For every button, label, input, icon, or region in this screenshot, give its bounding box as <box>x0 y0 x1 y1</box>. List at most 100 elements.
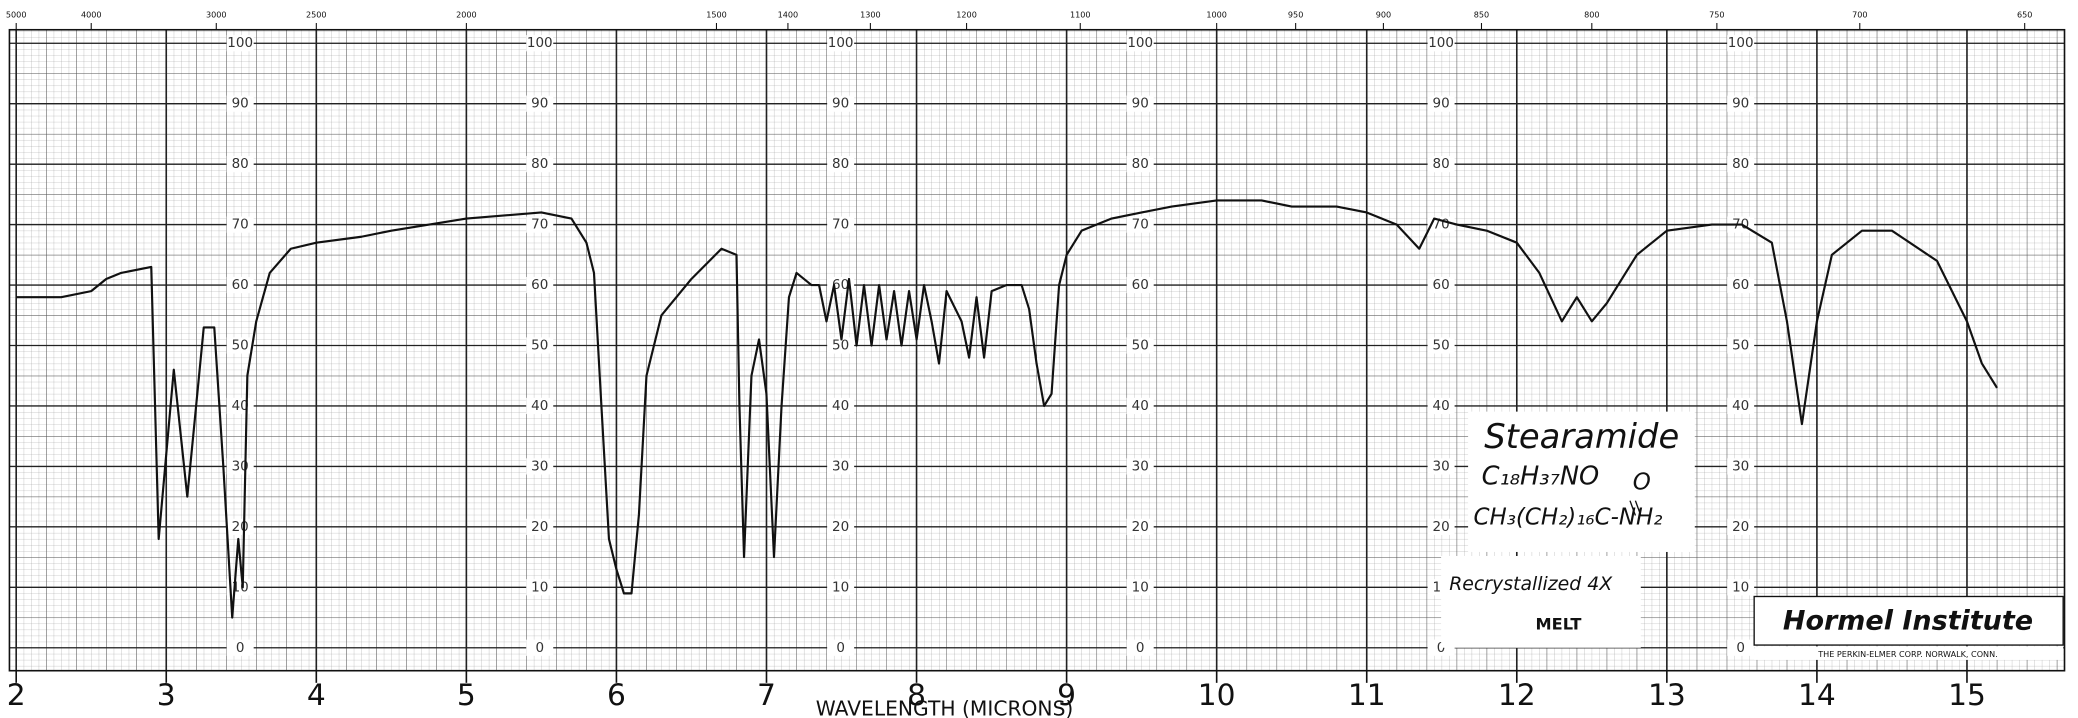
y-tick-label: 0 <box>236 640 245 656</box>
label-bg <box>226 95 254 112</box>
maker-name: THE PERKIN-ELMER CORP. NORWALK, CONN. <box>1817 649 1997 659</box>
y-tick-labels: 0000001010101010102020202020203030303030… <box>226 35 1755 656</box>
label-bg <box>1126 216 1154 233</box>
y-tick-label: 30 <box>1732 458 1749 474</box>
label-bg <box>1727 397 1755 415</box>
label-bg <box>1727 95 1755 112</box>
label-bg <box>1427 518 1455 535</box>
name-box <box>1468 411 1695 552</box>
y-tick-label: 50 <box>1732 338 1749 354</box>
label-bg <box>827 95 855 112</box>
y-tick-label: 100 <box>1428 35 1454 51</box>
y-tick-label: 80 <box>832 156 849 172</box>
y-tick-label: 60 <box>1732 277 1749 293</box>
x2-tick-label: 1400 <box>778 9 799 19</box>
y-tick-label: 30 <box>1132 458 1149 474</box>
x2-tick-label: 700 <box>1852 9 1867 19</box>
label-bg <box>1727 639 1755 656</box>
y-tick-label: 40 <box>531 398 548 414</box>
x-tick-label: 13 <box>1648 677 1686 712</box>
label-bg <box>226 35 254 52</box>
y-tick-label: 60 <box>232 277 249 293</box>
y-tick-label: 20 <box>1433 519 1450 535</box>
x2-tick-label: 1000 <box>1206 9 1227 19</box>
label-bg <box>226 156 254 173</box>
x2-tick-label: 3000 <box>206 9 227 19</box>
label-bg <box>827 579 855 596</box>
label-bg <box>526 639 554 656</box>
y-tick-label: 10 <box>531 579 548 595</box>
y-tick-label: 90 <box>1732 96 1749 112</box>
label-bg <box>226 518 254 535</box>
y-tick-label: 40 <box>1433 398 1450 414</box>
x2-tick-label: 5000 <box>6 9 27 19</box>
y-tick-label: 80 <box>1732 156 1749 172</box>
y-tick-label: 50 <box>232 338 249 354</box>
label-bg <box>1427 95 1455 112</box>
label-bg <box>1427 337 1455 354</box>
x2-tick-label: 950 <box>1288 9 1303 19</box>
maker-strip <box>1754 646 2064 660</box>
label-bg <box>1126 156 1154 173</box>
y-tick-label: 40 <box>232 398 249 414</box>
label-bg <box>1727 518 1755 535</box>
y-tick-label: 0 <box>836 640 845 656</box>
label-bg <box>1126 397 1154 415</box>
label-bg <box>1427 276 1455 294</box>
x2-tick-label: 1500 <box>706 9 727 19</box>
label-bg <box>1126 35 1154 52</box>
major-grid <box>9 29 2065 671</box>
structure-top: O <box>1633 470 1651 496</box>
x2-tick-label: 1200 <box>956 9 977 19</box>
y-tick-label: 70 <box>832 217 849 233</box>
label-bg <box>526 35 554 52</box>
y-tick-label: 80 <box>232 156 249 172</box>
label-bg <box>827 518 855 535</box>
label-bg <box>526 276 554 294</box>
x-tick-label: 6 <box>607 677 626 712</box>
x2-tick-label: 2500 <box>306 9 327 19</box>
label-bg <box>526 579 554 596</box>
label-bg <box>827 216 855 233</box>
y-tick-label: 70 <box>232 217 249 233</box>
x2-tick-label: 750 <box>1709 9 1724 19</box>
x2-tick-label: 800 <box>1584 9 1599 19</box>
y-tick-label: 30 <box>1433 458 1450 474</box>
label-bg <box>526 397 554 415</box>
y-tick-label: 100 <box>828 35 854 51</box>
label-bg <box>1126 639 1154 656</box>
label-bg <box>1727 35 1755 52</box>
y-tick-label: 20 <box>1132 519 1149 535</box>
compound-name: Stearamide <box>1484 417 1679 456</box>
y-tick-label: 60 <box>1433 277 1450 293</box>
double-bond <box>1634 500 1642 516</box>
label-bg <box>1727 156 1755 173</box>
prep-note: Recrystallized 4X <box>1449 573 1613 595</box>
label-bg <box>1427 397 1455 415</box>
y-tick-label: 50 <box>531 338 548 354</box>
y-tick-label: 30 <box>832 458 849 474</box>
y-tick-label: 80 <box>1433 156 1450 172</box>
label-bg <box>827 639 855 656</box>
y-tick-label: 60 <box>1132 277 1149 293</box>
x2-tick-label: 850 <box>1474 9 1489 19</box>
y-tick-label: 40 <box>1732 398 1749 414</box>
label-bg <box>226 337 254 354</box>
y-tick-label: 20 <box>531 519 548 535</box>
y-tick-label: 40 <box>1132 398 1149 414</box>
prep-box <box>1441 556 1641 648</box>
label-bg <box>526 216 554 233</box>
y-tick-label: 20 <box>1732 519 1749 535</box>
label-bg <box>526 518 554 535</box>
y-tick-label: 80 <box>531 156 548 172</box>
label-bg <box>526 156 554 173</box>
y-tick-label: 70 <box>531 217 548 233</box>
annotation-boxes <box>1441 411 2064 660</box>
label-bg <box>526 337 554 354</box>
x2-tick-label: 4000 <box>81 9 102 19</box>
x2-tick-label: 900 <box>1376 9 1391 19</box>
y-tick-label: 30 <box>531 458 548 474</box>
label-bg <box>1727 337 1755 354</box>
y-tick-label: 60 <box>531 277 548 293</box>
